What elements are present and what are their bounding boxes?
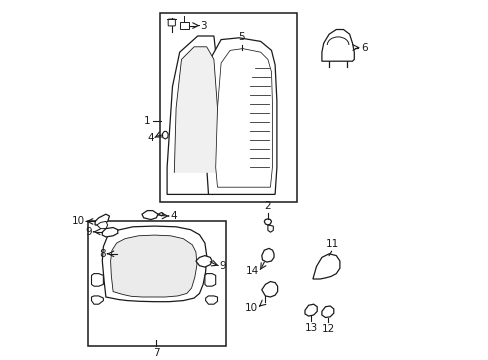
Polygon shape [267,225,273,232]
Polygon shape [97,221,107,229]
Polygon shape [167,36,223,194]
Text: 12: 12 [321,324,334,334]
Polygon shape [261,282,277,297]
Polygon shape [264,219,271,225]
Text: 4: 4 [147,133,153,143]
Text: 4: 4 [170,211,176,221]
Text: 6: 6 [360,42,366,53]
Polygon shape [142,211,158,220]
Polygon shape [215,49,272,187]
Polygon shape [312,254,339,279]
Polygon shape [206,38,276,194]
Text: 8: 8 [99,249,106,259]
Text: 3: 3 [200,21,207,31]
Text: 10: 10 [244,303,258,313]
Text: 13: 13 [304,323,317,333]
Text: 14: 14 [245,266,258,276]
Text: 9: 9 [219,261,226,271]
Polygon shape [91,274,103,286]
Polygon shape [321,306,333,318]
Text: 10: 10 [72,216,85,226]
Polygon shape [174,47,219,173]
Polygon shape [102,228,118,237]
Bar [179,22,188,29]
Polygon shape [205,296,217,304]
Text: 5: 5 [238,32,245,42]
Polygon shape [261,248,273,262]
Polygon shape [204,274,215,286]
Polygon shape [158,212,163,216]
Text: 1: 1 [144,116,151,126]
Polygon shape [95,214,109,225]
Bar [160,13,296,202]
Polygon shape [321,30,354,61]
Bar [88,221,226,346]
Polygon shape [102,226,206,302]
FancyBboxPatch shape [168,19,175,26]
Polygon shape [110,235,197,297]
Polygon shape [196,256,212,267]
Text: 7: 7 [153,348,159,359]
Text: 2: 2 [264,201,271,211]
Polygon shape [305,304,317,316]
Text: 9: 9 [85,227,92,237]
Polygon shape [91,296,103,304]
Text: 11: 11 [325,239,339,249]
Polygon shape [162,131,168,139]
